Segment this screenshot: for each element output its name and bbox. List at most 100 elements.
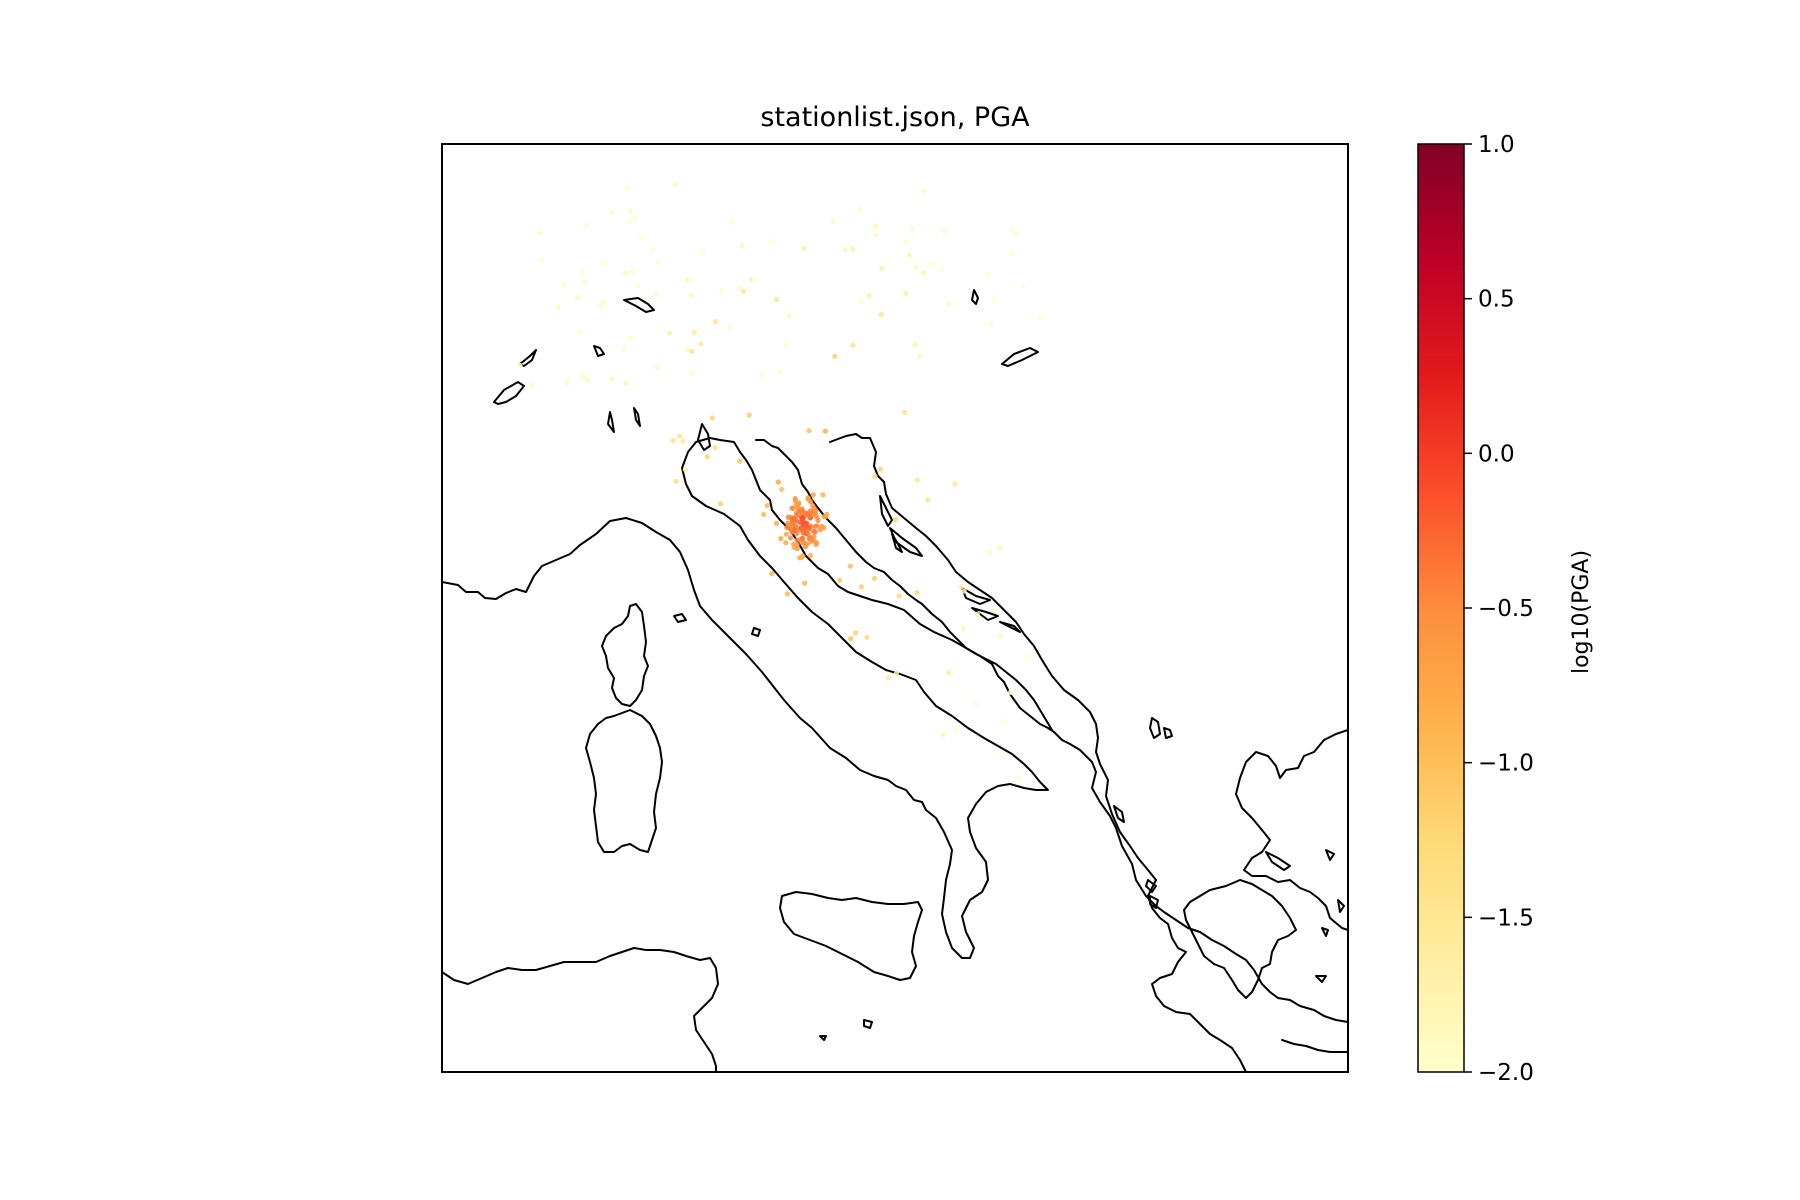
coastline-italy-mainland (442, 437, 1348, 1023)
station-point (847, 563, 854, 569)
station-point (779, 486, 785, 492)
station-point (688, 293, 694, 299)
station-point (555, 304, 561, 310)
station-point (600, 299, 606, 305)
coastline-lake-5 (633, 407, 641, 427)
coastline-elba (673, 613, 687, 623)
station-point (819, 524, 825, 530)
station-point (893, 670, 900, 676)
coastline-lake-geneva (493, 381, 525, 405)
station-point (988, 321, 994, 327)
station-point (997, 634, 1003, 640)
station-point (801, 245, 808, 251)
station-point (912, 264, 919, 270)
station-point (584, 377, 591, 383)
station-point (792, 495, 798, 502)
station-point (775, 479, 781, 485)
station-point (986, 549, 992, 556)
coastline-lake-7 (1001, 347, 1039, 367)
coastline-aegean-isle-3 (1337, 899, 1345, 913)
station-point (823, 513, 829, 520)
station-point (938, 266, 944, 272)
station-point (973, 701, 979, 707)
coastline-balkans (1235, 729, 1348, 931)
station-point (872, 473, 878, 479)
station-point (1009, 227, 1015, 233)
station-point (609, 210, 615, 216)
station-point (689, 370, 695, 376)
coastline-lake-4 (607, 411, 615, 433)
station-point (621, 346, 627, 352)
station-point (820, 492, 826, 498)
station-point (807, 508, 813, 514)
coastline-corfu (1113, 805, 1125, 823)
station-point (769, 571, 775, 577)
station-point (892, 516, 898, 523)
colorbar-tick-label: 1.0 (1478, 132, 1515, 158)
station-point (902, 409, 908, 415)
coastline-malta (863, 1019, 873, 1029)
station-point (998, 750, 1004, 756)
station-point (623, 270, 629, 276)
coastline-croatian-isle-1 (879, 495, 893, 527)
station-point (529, 382, 535, 389)
station-point (639, 235, 645, 241)
coastline-aegean-isle-4 (1315, 975, 1327, 983)
station-point (794, 504, 801, 510)
station-point (916, 353, 922, 359)
colorbar-label: log10(PGA) (1569, 550, 1594, 674)
station-point (787, 535, 794, 541)
station-point (719, 288, 725, 294)
station-point (807, 534, 814, 541)
station-point (878, 311, 884, 318)
station-point (784, 591, 791, 597)
station-point (727, 324, 733, 330)
map-frame (441, 143, 1349, 1073)
station-point (712, 319, 719, 325)
colorbar-tick-label: 0.0 (1478, 441, 1515, 467)
station-point (673, 478, 679, 484)
coastline-lake-1 (519, 349, 537, 367)
station-point (800, 520, 806, 526)
coastline-aegean-isle-2 (1325, 849, 1335, 861)
station-point (805, 496, 811, 502)
coastline-lake-3 (593, 345, 605, 357)
station-point (691, 329, 697, 335)
colorbar-tick-label: −2.0 (1478, 1060, 1534, 1086)
station-point (561, 282, 567, 288)
station-point (792, 523, 799, 529)
station-point (866, 293, 872, 299)
station-point (925, 497, 931, 503)
station-point (517, 362, 523, 369)
station-point (698, 341, 704, 347)
station-point (799, 554, 805, 561)
station-point (601, 260, 607, 266)
station-point (736, 284, 742, 290)
station-point (624, 185, 630, 191)
station-point (807, 553, 814, 559)
station-point (864, 634, 870, 641)
station-point (998, 544, 1004, 551)
coastline-lake-prespa (1163, 727, 1173, 739)
station-point (684, 347, 690, 353)
station-point (909, 226, 915, 232)
coastline-lake-garda (697, 423, 711, 451)
station-point (991, 608, 997, 614)
station-point (992, 296, 998, 302)
station-point (626, 218, 632, 224)
station-point (960, 626, 967, 632)
station-point (654, 364, 660, 371)
station-point (704, 454, 710, 460)
coastline-aegean-isle-1 (1265, 851, 1291, 871)
coastline-sardinia (585, 709, 663, 853)
station-point (837, 577, 843, 583)
station-point (886, 675, 892, 681)
station-point (628, 269, 635, 275)
coastline-peloponnese (1183, 879, 1297, 999)
station-point (761, 511, 767, 518)
station-point (872, 232, 878, 238)
coastline-lampedusa (819, 1035, 827, 1041)
station-point (628, 335, 634, 341)
coastline-corsica (601, 603, 649, 707)
map-panel (442, 144, 1348, 1072)
